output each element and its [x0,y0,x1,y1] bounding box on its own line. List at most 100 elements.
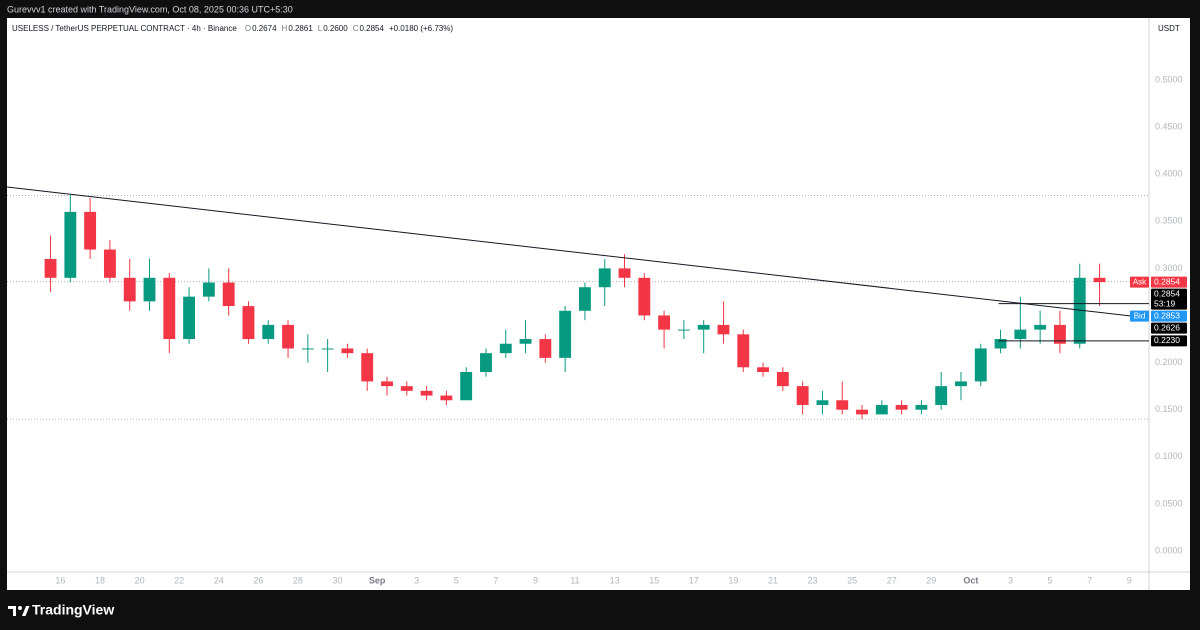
chart-pane [7,18,1190,590]
candle-body [816,400,829,405]
candle-body [183,296,196,340]
candle-body [64,211,77,278]
candle-body [737,334,750,368]
x-tick-label: 3 [1008,575,1013,585]
legend-key: L [318,24,323,33]
legend-key: O [245,24,251,33]
candle-body [776,372,789,387]
legend-value: 0.2600 [323,24,348,33]
price-label-box [1151,288,1187,310]
legend-value: 0.2861 [288,24,313,33]
y-tick-label: 0.0000 [1155,545,1183,555]
candle-body [578,287,591,311]
x-tick-label: 13 [610,575,620,585]
x-tick-label: 9 [533,575,538,585]
countdown: 53:19 [1154,298,1176,308]
legend-value: 0.2674 [252,24,277,33]
x-tick-label: 23 [808,575,818,585]
candle-body [420,390,433,396]
x-tick-label: 21 [768,575,778,585]
candle-body [460,372,473,401]
x-tick-label: 5 [1048,575,1053,585]
price-label-box [1151,322,1187,334]
legend-change: +0.0180 (+6.73%) [389,24,453,33]
candle-body [638,277,651,316]
price-label: 0.2853 [1154,310,1180,320]
price-label-box [1151,335,1187,347]
x-tick-label: 25 [847,575,857,585]
x-tick-label: 15 [649,575,659,585]
candle-body [321,348,334,350]
candle-body [757,367,769,373]
candle-body [974,348,987,382]
candle-body [400,386,413,391]
candle-body [123,277,136,302]
candle-body [222,282,235,307]
x-tick-label: Sep [369,575,386,585]
y-tick-label: 0.3500 [1155,216,1183,226]
x-tick-label: 18 [95,575,105,585]
y-tick-label: 0.4000 [1155,169,1183,179]
candle-body [1034,324,1047,330]
price-label: 0.2854 [1154,288,1180,298]
x-tick-label: 9 [1127,575,1132,585]
candle-body [84,211,97,250]
y-tick-label: 0.3000 [1155,263,1183,273]
candle-body [1014,329,1027,340]
candle-body [955,381,967,387]
y-tick-label: 0.5000 [1155,74,1183,84]
y-tick-label: 0.4500 [1155,121,1183,131]
x-tick-label: 30 [333,575,343,585]
candle-body [519,339,532,344]
candle-body [539,339,552,358]
candle-body [598,268,611,288]
candle-body [480,353,492,373]
x-tick-label: 3 [414,575,419,585]
price-label-box [1151,276,1187,288]
candle-body [301,348,314,350]
candle-body [1093,277,1106,283]
candle-body [282,324,294,349]
x-tick-label: 27 [887,575,897,585]
x-tick-label: 7 [493,575,498,585]
candle-body [559,310,572,358]
legend-value: 0.2854 [359,24,384,33]
x-tick-label: 26 [253,575,263,585]
price-label-box [1151,310,1187,322]
x-tick-label: 19 [728,575,738,585]
x-tick-label: 22 [174,575,184,585]
y-tick-label: 0.1000 [1155,451,1183,461]
candle-body [163,277,176,340]
y-tick-label: 0.0500 [1155,498,1183,508]
x-tick-label: 5 [454,575,459,585]
candle-body [262,324,275,340]
x-tick-label: 16 [55,575,65,585]
x-tick-label: 17 [689,575,699,585]
legend-key: C [353,24,359,33]
candle-body [895,404,908,410]
price-tag-box [1130,276,1149,288]
x-tick-label: 11 [570,575,579,585]
candle-body [143,277,156,302]
credit: Gurevvv1 created with TradingView.com, O… [7,4,293,14]
x-tick-label: 24 [214,575,224,585]
price-label: 0.2626 [1154,322,1180,332]
candle-body [499,343,512,354]
x-tick-label: 20 [135,575,145,585]
candle-body [361,353,374,382]
candle-body [658,315,671,330]
currency: USDT [1158,24,1180,33]
brand-logo [8,606,30,616]
candle-body [440,395,453,401]
candle-body [717,324,730,335]
trendline [6,186,1150,319]
y-tick-label: 0.2000 [1155,357,1183,367]
price-label: 0.2230 [1154,335,1180,345]
price-label: 0.2854 [1154,276,1180,286]
candle-body [697,324,710,330]
candle-body [935,386,948,405]
candle-body [796,386,809,405]
y-tick-label: 0.1500 [1155,404,1183,414]
candle-body [341,348,354,354]
